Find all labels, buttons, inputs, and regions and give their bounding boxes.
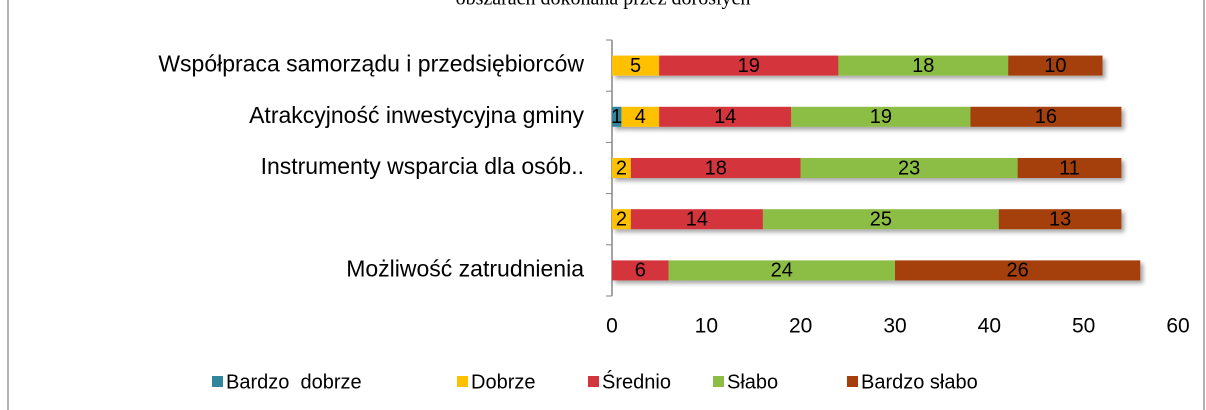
legend-label: Bardzo słabo [861, 371, 978, 393]
value-label: 5 [630, 55, 641, 77]
value-label: 18 [912, 55, 934, 77]
bar-group [612, 158, 1122, 178]
x-tick-label: 60 [1166, 315, 1189, 338]
legend-swatch [588, 376, 599, 387]
legend-label: Dobrze [471, 371, 535, 393]
value-label: 6 [635, 260, 646, 282]
value-label: 11 [1059, 157, 1080, 179]
value-label: 16 [1035, 106, 1057, 128]
value-label: 10 [1044, 55, 1066, 77]
bar-segment [1008, 55, 1103, 76]
x-tick-label: 0 [606, 315, 618, 338]
bar-segment [630, 158, 801, 178]
bar-segment [612, 209, 631, 230]
bar-segment [762, 209, 999, 230]
value-label: 2 [616, 208, 627, 230]
value-label: 4 [635, 106, 646, 128]
category-label: Atrakcyjność inwestycyjna gminy [249, 102, 584, 128]
bar-segment [630, 209, 763, 230]
bar-segment [970, 106, 1122, 127]
value-label: 24 [771, 260, 793, 282]
value-label: 13 [1049, 208, 1071, 230]
value-label: 2 [616, 157, 627, 179]
bar-segment [800, 158, 1018, 178]
bar-group [612, 106, 1122, 127]
bar-segment [612, 158, 631, 178]
value-label: 1 [611, 106, 622, 128]
legend-swatch [212, 376, 223, 387]
bar-segment [612, 106, 622, 127]
x-tick-label: 20 [789, 315, 812, 338]
value-label: 25 [870, 208, 892, 230]
bar-segment [659, 55, 839, 76]
bar-segment [791, 106, 971, 127]
x-tick-label: 10 [695, 315, 718, 338]
bar-group [612, 55, 1103, 76]
x-tick-label: 30 [883, 315, 906, 338]
legend-label: Średnio [602, 369, 671, 393]
legend-swatch [457, 376, 468, 387]
frame [7, 0, 1205, 410]
bar-segment [659, 106, 792, 127]
bar-segment [895, 260, 1141, 281]
category-label: Możliwość zatrudnienia [346, 255, 584, 281]
bar-segment [998, 209, 1122, 230]
x-tick-label: 40 [978, 315, 1001, 338]
value-label: 18 [705, 157, 727, 179]
legend-label: Bardzo dobrze [226, 371, 362, 393]
value-label: 19 [870, 106, 892, 128]
bar-segment [612, 55, 660, 76]
legend-swatch [847, 376, 858, 387]
x-tick-label: 50 [1072, 315, 1095, 338]
value-label: 23 [898, 157, 920, 179]
value-label: 19 [738, 55, 760, 77]
bar-group [612, 260, 1141, 281]
value-label: 14 [714, 106, 736, 128]
legend-swatch [713, 376, 724, 387]
legend-label: Słabo [727, 371, 778, 393]
bar-segment [621, 106, 660, 127]
bar-segment [612, 260, 669, 281]
bar-segment [1017, 158, 1122, 178]
bar-group [612, 209, 1122, 230]
value-label: 26 [1007, 260, 1029, 282]
chart-title: obszarach dokonana przez dorosłych [456, 0, 751, 10]
bar-segment [838, 55, 1009, 76]
bar-segment [668, 260, 895, 281]
category-label: Współpraca samorządu i przedsiębiorców [158, 51, 584, 77]
value-label: 14 [686, 208, 708, 230]
category-label: Instrumenty wsparcia dla osób.. [261, 153, 584, 179]
